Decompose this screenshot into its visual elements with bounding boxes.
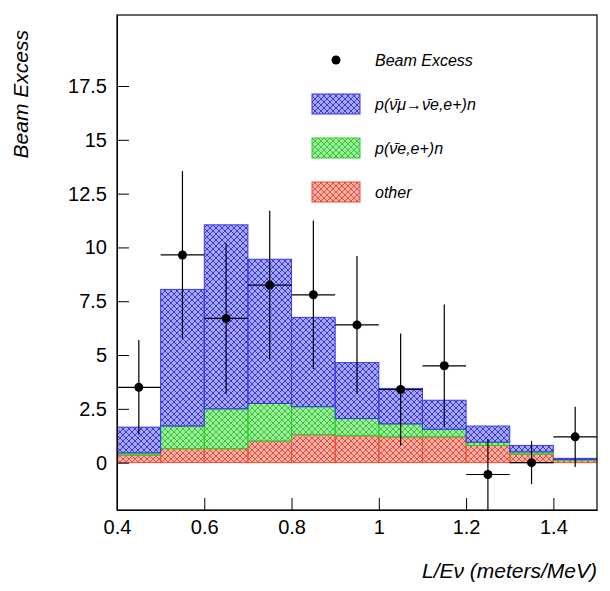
x-tick-mark bbox=[466, 498, 467, 510]
data-point bbox=[440, 361, 449, 370]
y-tick-mark bbox=[117, 194, 129, 195]
legend-swatch bbox=[312, 182, 360, 202]
data-point bbox=[134, 383, 143, 392]
legend-swatch bbox=[312, 138, 360, 158]
x-tick-mark bbox=[379, 498, 380, 510]
legend-label: Beam Excess bbox=[375, 52, 473, 69]
y-tick-mark bbox=[117, 247, 129, 248]
x-tick-label: 1.2 bbox=[453, 516, 481, 538]
data-point bbox=[222, 314, 231, 323]
x-tick-label: 0.4 bbox=[104, 516, 132, 538]
data-point bbox=[353, 320, 362, 329]
y-tick-label: 2.5 bbox=[79, 398, 107, 420]
x-tick: 0.6 bbox=[191, 498, 219, 538]
x-tick-label: 1.4 bbox=[540, 516, 568, 538]
y-tick-mark bbox=[117, 301, 129, 302]
data-point bbox=[571, 432, 580, 441]
histogram-bar bbox=[248, 441, 292, 463]
y-tick-label: 15 bbox=[85, 129, 107, 151]
legend-label: p(ν̄e,e+)n bbox=[374, 140, 443, 157]
x-tick: 0.8 bbox=[278, 498, 306, 538]
data-point bbox=[396, 385, 405, 394]
x-tick-mark bbox=[204, 498, 205, 510]
x-tick: 1.2 bbox=[453, 498, 481, 538]
legend-marker bbox=[332, 56, 341, 65]
histogram-bar bbox=[161, 426, 205, 449]
legend-label: other bbox=[375, 184, 412, 201]
y-tick: 17.5 bbox=[68, 75, 129, 97]
histogram-bar bbox=[292, 435, 336, 463]
histogram-bar bbox=[117, 455, 161, 463]
data-point bbox=[527, 458, 536, 467]
histogram-bar bbox=[204, 449, 248, 463]
histogram-bar bbox=[204, 225, 248, 409]
y-tick-mark bbox=[117, 86, 129, 87]
y-tick-label: 5 bbox=[96, 344, 107, 366]
histogram-bar bbox=[248, 403, 292, 441]
plot-frame bbox=[117, 15, 597, 510]
y-tick: 7.5 bbox=[79, 290, 129, 312]
x-tick-label: 0.6 bbox=[191, 516, 219, 538]
legend-swatch bbox=[312, 94, 360, 114]
x-axis-line bbox=[118, 510, 598, 511]
y-tick: 12.5 bbox=[68, 183, 129, 205]
y-tick-mark bbox=[117, 463, 129, 464]
y-tick: 0 bbox=[96, 452, 129, 474]
data-point bbox=[483, 470, 492, 479]
data-point bbox=[309, 290, 318, 299]
y-tick-label: 17.5 bbox=[68, 75, 107, 97]
histogram-bar bbox=[204, 409, 248, 449]
y-tick-label: 10 bbox=[85, 236, 107, 258]
histogram-bar bbox=[161, 449, 205, 463]
histogram-bar bbox=[292, 407, 336, 435]
x-tick-label: 0.8 bbox=[278, 516, 306, 538]
y-tick: 5 bbox=[96, 344, 129, 366]
y-tick-label: 0 bbox=[96, 452, 107, 474]
histogram-bar bbox=[335, 419, 379, 436]
x-axis-title: L/Eν (meters/MeV) bbox=[422, 559, 597, 582]
y-tick-mark bbox=[117, 140, 129, 141]
histogram-bar bbox=[422, 429, 466, 437]
x-axis: 0.4 0.6 0.8 1 1.2 1.4 bbox=[104, 498, 598, 538]
histogram-bar bbox=[422, 437, 466, 463]
x-tick: 1.4 bbox=[540, 498, 568, 538]
x-tick-label: 1 bbox=[374, 516, 385, 538]
y-axis-title: Beam Excess bbox=[9, 30, 32, 159]
histogram-bar bbox=[335, 436, 379, 463]
x-tick: 1 bbox=[374, 498, 385, 538]
y-axis-line bbox=[117, 16, 118, 511]
plot-area bbox=[117, 171, 597, 510]
y-tick-label: 7.5 bbox=[79, 290, 107, 312]
legend: Beam Excess p(ν̄μ→ν̄e,e+)n p(ν̄e,e+)n other bbox=[312, 52, 476, 202]
y-tick-label: 12.5 bbox=[68, 183, 107, 205]
chart: 0.4 0.6 0.8 1 1.2 1.4 0 2.5 5 7.5 10 12.5 15 17.5 L/Eν… bbox=[0, 0, 610, 591]
y-tick-mark bbox=[117, 355, 129, 356]
y-tick: 15 bbox=[85, 129, 129, 151]
legend-label: p(ν̄μ→ν̄e,e+)n bbox=[374, 96, 476, 113]
data-point bbox=[265, 281, 274, 290]
x-tick-mark bbox=[292, 498, 293, 510]
x-tick-mark bbox=[553, 498, 554, 510]
y-tick: 2.5 bbox=[79, 398, 129, 420]
y-axis: 0 2.5 5 7.5 10 12.5 15 17.5 bbox=[68, 16, 129, 511]
y-tick-mark bbox=[117, 409, 129, 410]
y-tick: 10 bbox=[85, 236, 129, 258]
data-point bbox=[178, 250, 187, 259]
